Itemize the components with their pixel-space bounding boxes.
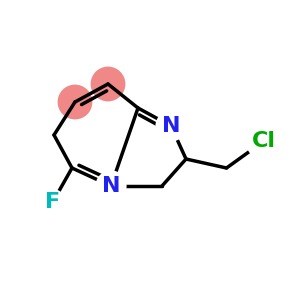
Text: F: F bbox=[45, 193, 60, 212]
Circle shape bbox=[245, 122, 283, 160]
Circle shape bbox=[95, 170, 127, 202]
Circle shape bbox=[58, 85, 92, 119]
Circle shape bbox=[91, 67, 125, 101]
Circle shape bbox=[39, 189, 66, 216]
Text: Cl: Cl bbox=[252, 131, 276, 151]
Text: N: N bbox=[162, 116, 180, 136]
Text: N: N bbox=[102, 176, 120, 196]
Circle shape bbox=[155, 110, 187, 142]
